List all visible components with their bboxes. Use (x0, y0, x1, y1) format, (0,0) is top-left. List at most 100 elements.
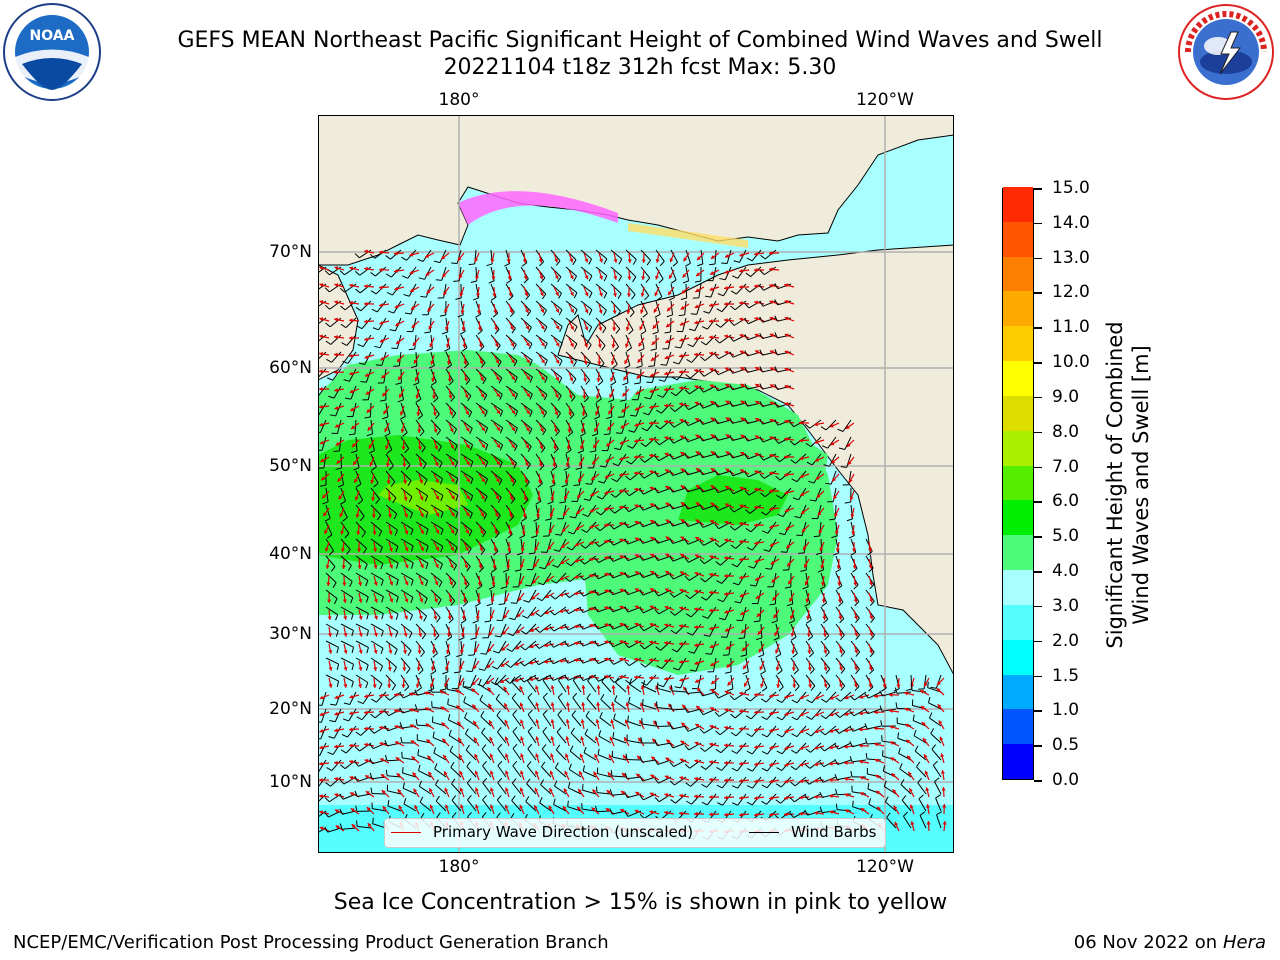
wind-barb (475, 351, 486, 368)
wind-barb (760, 249, 777, 260)
colorbar-tick (1034, 257, 1042, 260)
wind-barb (580, 249, 593, 265)
wave-direction-arrow (693, 336, 705, 341)
wind-barb (490, 334, 501, 351)
wave-direction-arrow (334, 300, 345, 305)
wave-direction-arrow (553, 388, 559, 399)
date-text: 06 Nov 2022 on (1073, 932, 1218, 953)
wave-direction-arrow (694, 385, 705, 390)
wave-direction-arrow (463, 422, 470, 432)
wave-direction-arrow (709, 400, 720, 407)
wind-barb (505, 317, 516, 334)
wave-direction-arrow (506, 252, 511, 264)
wave-direction-arrow (694, 401, 705, 407)
wave-direction-arrow (363, 284, 375, 289)
wave-direction-arrow (427, 303, 435, 313)
colorbar-tick-label: 12.0 (1052, 282, 1090, 303)
wind-barb (420, 283, 432, 298)
wave-direction-arrow (447, 371, 452, 383)
nws-logo (1178, 4, 1274, 100)
wave-direction-arrow (655, 269, 660, 280)
wave-direction-arrow (493, 337, 499, 348)
wave-direction-arrow (567, 422, 572, 434)
wind-barb (670, 385, 687, 397)
wind-barb (625, 300, 635, 318)
colorbar-tick (1034, 431, 1042, 434)
wind-barb (550, 385, 562, 401)
wave-direction-arrow (409, 286, 420, 293)
wind-barb (490, 419, 504, 434)
colorbar-tick (1034, 466, 1042, 469)
wind-barb (565, 334, 578, 350)
colorbar-segment (1003, 395, 1033, 431)
wave-direction-arrow (709, 384, 720, 390)
wave-direction-arrow (553, 303, 560, 313)
wave-direction-arrow (538, 286, 544, 297)
wind-barb (520, 317, 532, 333)
wind-barb (715, 317, 732, 328)
colorbar-tick-label: 11.0 (1052, 317, 1090, 338)
colorbar-tick (1034, 640, 1042, 643)
wave-direction-arrow (507, 269, 512, 281)
wind-barb (670, 249, 679, 267)
wave-direction-arrow (319, 404, 330, 409)
wave-direction-arrow (348, 335, 360, 341)
wave-direction-arrow (769, 401, 780, 407)
wind-barb (686, 351, 702, 363)
wave-direction-arrow (553, 422, 558, 433)
colorbar-tick-label: 7.0 (1052, 456, 1080, 477)
wave-direction-arrow (364, 337, 375, 342)
wind-barb (369, 249, 387, 259)
wind-barb (701, 317, 717, 330)
wave-direction-arrow (695, 269, 705, 277)
chart-title: GEFS MEAN Northeast Pacific Significant … (177, 28, 1103, 53)
wave-direction-arrow (568, 269, 574, 280)
wind-barb (490, 368, 503, 384)
wind-barb (759, 283, 777, 291)
wave-direction-arrow (538, 405, 545, 415)
wave-direction-line-icon (391, 831, 421, 833)
wind-barb (676, 317, 687, 333)
wind-barb (520, 368, 533, 383)
wave-direction-arrow (679, 402, 690, 407)
wave-direction-arrow (610, 354, 615, 365)
wave-direction-arrow (463, 388, 469, 399)
colorbar-tick (1034, 605, 1042, 608)
wave-direction-arrow (568, 303, 575, 314)
wave-direction-arrow (583, 269, 589, 280)
wind-barb (774, 299, 792, 306)
wave-direction-arrow (446, 354, 451, 366)
wave-direction-arrow (394, 320, 405, 327)
colorbar-tick-label: 3.0 (1052, 595, 1080, 616)
wave-direction-arrow (490, 252, 495, 263)
wave-direction-arrow (441, 269, 450, 278)
wave-direction-arrow (582, 388, 587, 400)
wind-barb (610, 351, 618, 369)
wave-direction-arrow (334, 388, 345, 393)
wind-barb (346, 402, 357, 418)
wind-barb (550, 402, 561, 419)
wave-direction-arrow (641, 269, 646, 281)
wind-barb (354, 249, 372, 259)
wave-direction-arrow (648, 421, 660, 426)
wind-barb (520, 351, 533, 366)
wave-direction-arrow (625, 337, 630, 348)
wave-direction-arrow (626, 303, 631, 315)
wind-barb (318, 351, 327, 360)
wave-direction-arrow (598, 286, 603, 297)
wind-barb (632, 385, 642, 401)
wave-direction-arrow (596, 371, 601, 383)
colorbar-segment (1003, 325, 1033, 362)
colorbar-segment (1003, 674, 1033, 710)
wave-direction-arrow (478, 388, 485, 398)
wave-direction-arrow (609, 388, 615, 399)
wind-barb (439, 300, 447, 317)
lat-label-40n: 40°N (269, 544, 312, 564)
colorbar-title: Significant Height of Combined Wind Wave… (1102, 321, 1154, 648)
wind-barb (655, 249, 665, 267)
wind-barb (475, 385, 488, 401)
wave-direction-arrow (378, 250, 390, 255)
colorbar-segment (1003, 604, 1033, 640)
wave-direction-arrow (538, 269, 544, 280)
wind-barb (699, 402, 717, 409)
